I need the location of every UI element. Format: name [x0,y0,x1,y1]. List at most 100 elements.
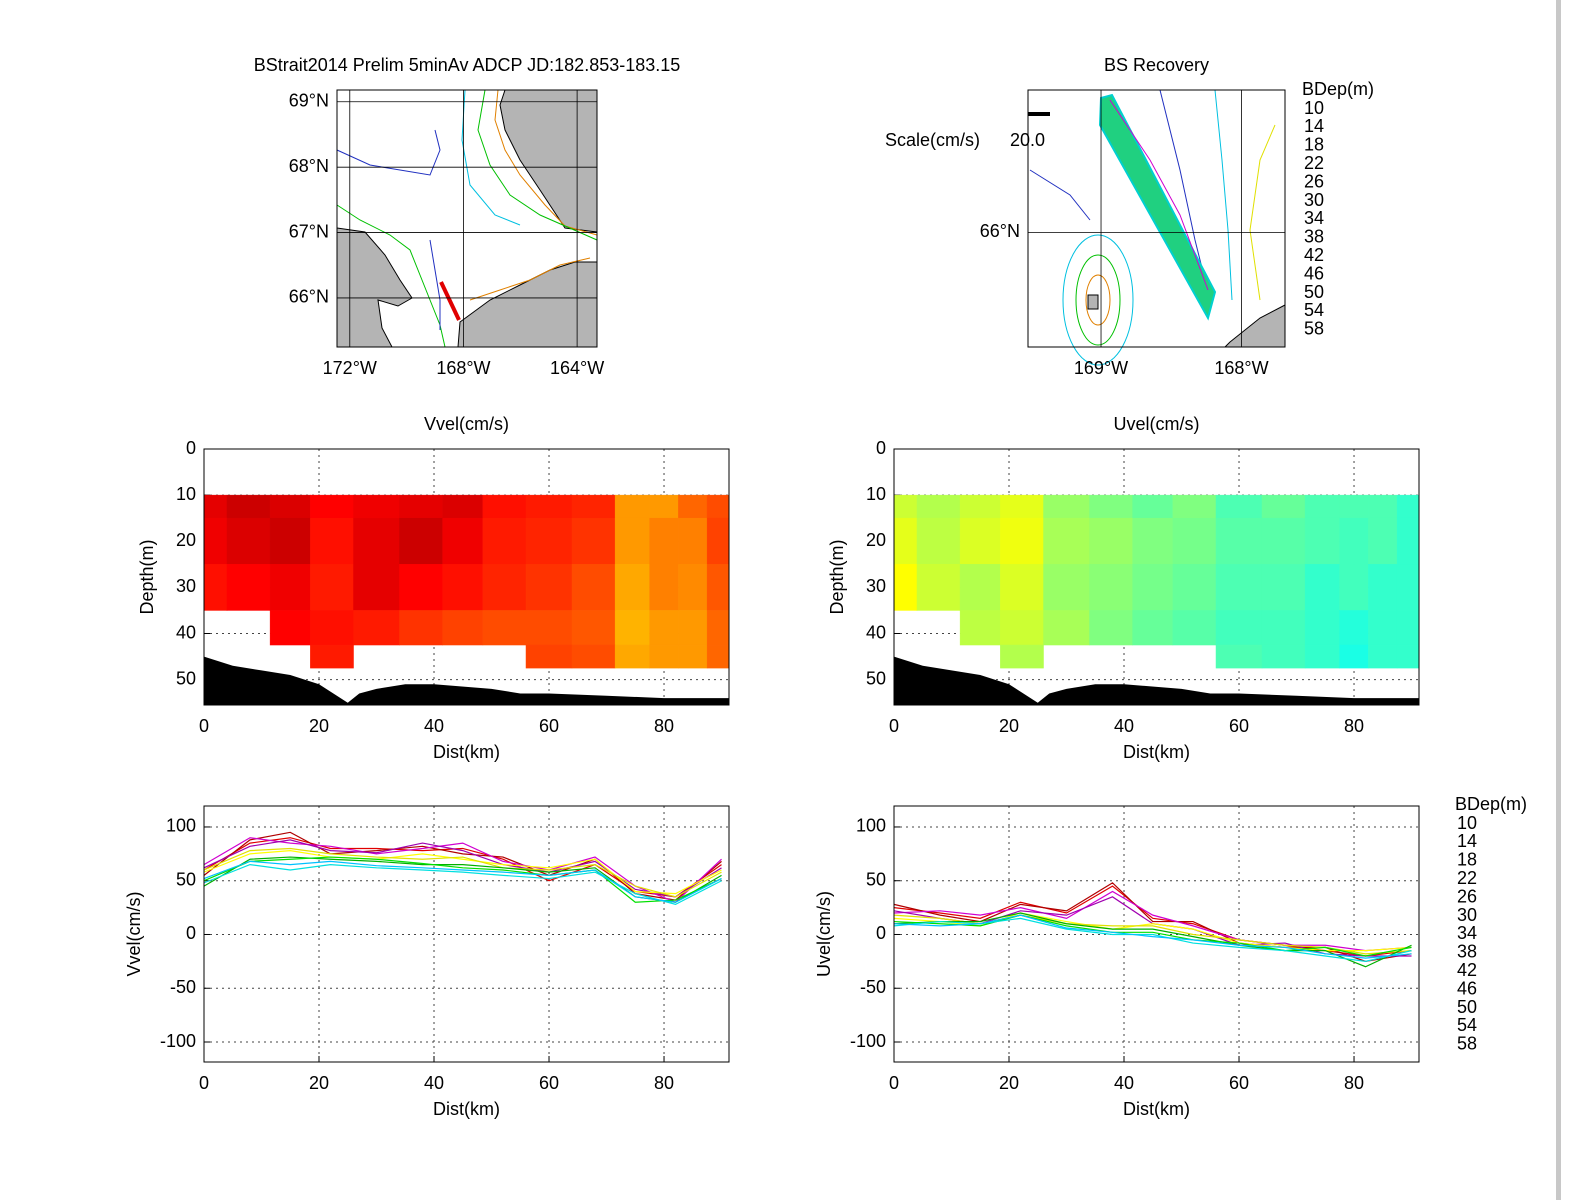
contour-cell [482,564,527,611]
contour-cell [614,610,650,646]
x-tick-label: 169°W [1074,358,1128,378]
transect [439,281,461,321]
contour-cell [1261,494,1306,519]
y-tick-label: -50 [170,977,196,997]
legend-entry: 50 [1304,282,1324,302]
isobath [1085,274,1111,326]
contour-cell [571,564,616,611]
x-tick-label: 40 [424,716,444,736]
y-tick-label: -100 [160,1031,196,1051]
legend-entry: 58 [1457,1034,1477,1054]
x-tick-label: 164°W [550,358,604,378]
legend-entry: 34 [1304,208,1324,228]
contour-cell [442,610,484,646]
contour-cell [353,494,400,519]
contour-cell [1339,644,1369,669]
contour-cell [1368,517,1398,565]
y-tick-label: 100 [166,816,196,836]
contour-cell [1043,517,1090,565]
contour-cell [959,494,1001,519]
contour-cell [649,517,679,565]
contour-cell [226,564,271,611]
y-tick-label: 0 [186,923,196,943]
contour-cell [1304,494,1340,519]
x-tick-label: 168°W [1214,358,1268,378]
contour-cell [649,644,679,669]
contour-cell [1172,564,1217,611]
x-tick-label: 60 [1229,716,1249,736]
contour-cell [706,564,730,611]
contour-cell [893,494,918,519]
contour-cell [1000,564,1044,611]
contour-cell [269,564,311,611]
y-tick-label: 20 [176,530,196,550]
seafloor [894,656,1419,705]
chart-title: BStrait2014 Prelim 5minAv ADCP JD:182.85… [254,55,681,75]
contour-cell [203,564,228,611]
window-edge [1556,0,1561,1200]
contour-cell [1215,644,1263,669]
series-line [203,860,722,903]
contour-cell [959,564,1001,611]
x-axis-label: Dist(km) [433,1099,500,1119]
contour-cell [525,564,573,611]
contour-cell [1132,517,1174,565]
legend-entry: 26 [1457,886,1477,906]
x-tick-label: 80 [1344,716,1364,736]
x-tick-label: 40 [1114,716,1134,736]
contour-cell [1089,610,1133,646]
contour-cell [1043,494,1090,519]
x-tick-label: 0 [889,716,899,736]
isobath [1075,254,1121,346]
contour-cell [1000,494,1044,519]
y-axis-label: Uvel(cm/s) [814,891,834,977]
x-axis-label: Dist(km) [433,742,500,762]
contour-cell [649,610,679,646]
contour-cell [649,494,679,519]
velocity-vectors [1109,99,1209,291]
series-line [893,912,1412,968]
isobath [1249,124,1276,301]
x-tick-label: 168°W [436,358,490,378]
contour-cell [1000,610,1044,646]
series-line [203,847,722,898]
contour-cell [1215,610,1263,646]
chart-title: Uvel(cm/s) [1114,414,1200,434]
contour-cell [1368,494,1398,519]
contour-cell [706,517,730,565]
x-tick-label: 80 [654,1073,674,1093]
y-tick-label: 50 [866,668,886,688]
contour-cell [1368,610,1398,646]
contour-cell [203,494,228,519]
x-tick-label: 0 [199,1073,209,1093]
axes-box [203,448,730,706]
y-axis-label: Vvel(cm/s) [124,892,144,977]
legend-entry: 38 [1304,227,1324,247]
x-tick-label: 40 [1114,1073,1134,1093]
contour-cell [1261,517,1306,565]
y-tick-label: 30 [176,576,196,596]
chart-title: BS Recovery [1104,55,1209,75]
axes-box [203,805,730,1063]
y-tick-label: 0 [186,438,196,458]
contour-cell [706,494,730,519]
y-tick-label: 66°N [289,287,329,307]
legend-entry: 22 [1304,153,1324,173]
contour-cell [525,517,573,565]
contour-cell [399,564,443,611]
legend-entry: 42 [1457,960,1477,980]
contour-cell [353,564,400,611]
x-tick-label: 80 [654,716,674,736]
x-axis-label: Dist(km) [1123,742,1190,762]
x-tick-label: 60 [539,716,559,736]
contour-cell [959,610,1001,646]
velocity-vectors [1098,93,1217,321]
contour-cell [614,517,650,565]
isobath [336,129,441,176]
scale-title: Scale(cm/s) [885,130,980,150]
isobath [429,239,441,330]
contour-cell [482,494,527,519]
contour-cell [1089,564,1133,611]
legend-entry: 58 [1304,319,1324,339]
contour-cell [1215,494,1263,519]
